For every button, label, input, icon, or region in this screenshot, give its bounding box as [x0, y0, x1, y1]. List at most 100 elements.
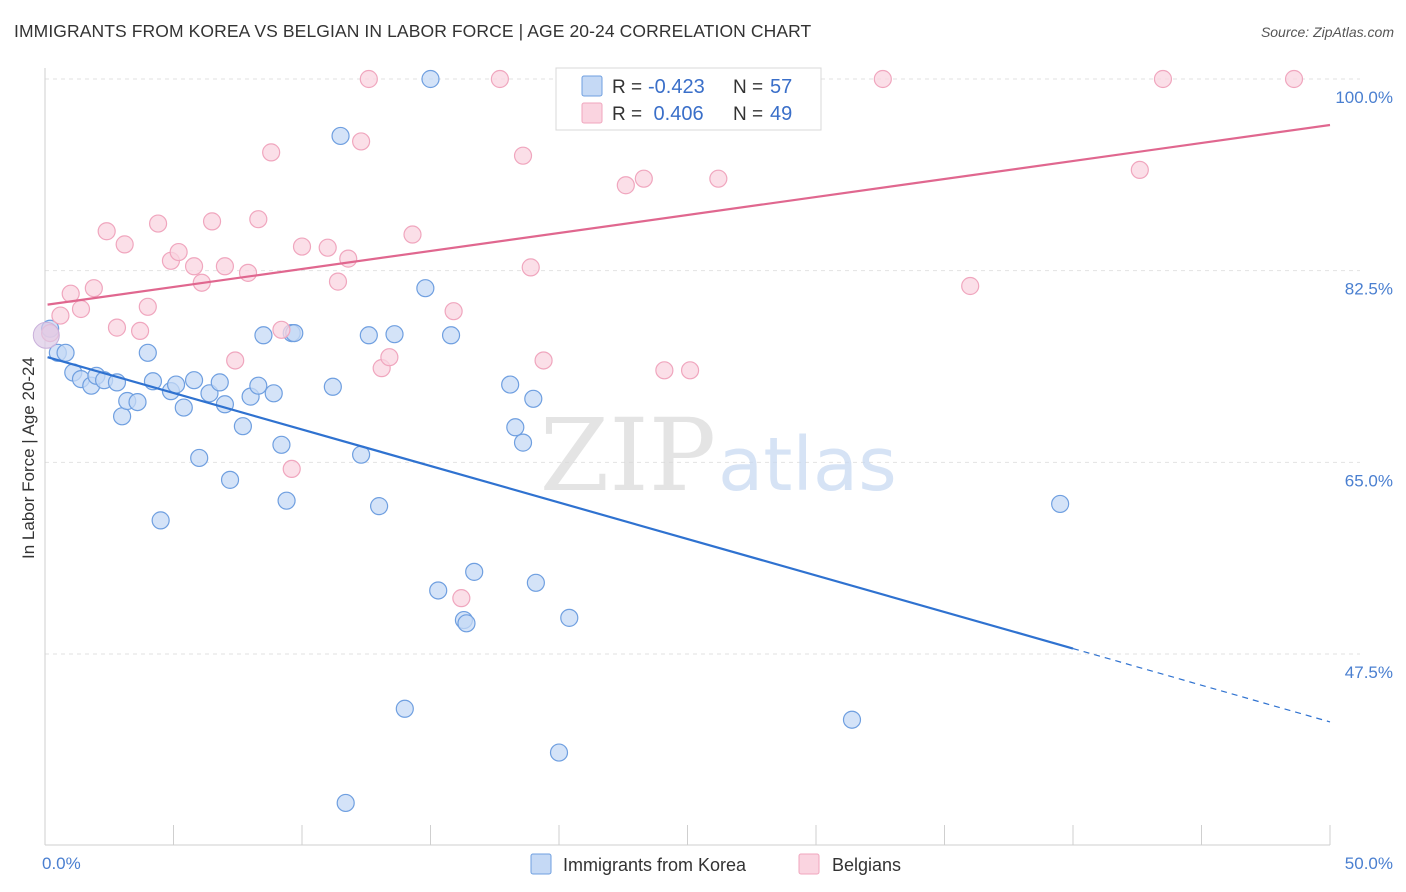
x-tick-label: 50.0%	[1345, 854, 1393, 873]
data-point	[71, 299, 91, 319]
data-point	[416, 279, 435, 298]
legend: Immigrants from Korea Belgians	[530, 853, 901, 875]
data-point	[128, 392, 147, 412]
series-korea-points	[41, 69, 1070, 813]
data-point	[210, 373, 229, 392]
source-label: Source: ZipAtlas.com	[1260, 24, 1394, 40]
data-point	[873, 69, 892, 89]
data-point	[534, 351, 553, 370]
legend-label-korea: Immigrants from Korea	[563, 855, 747, 875]
data-point	[560, 608, 579, 627]
data-point	[380, 348, 399, 367]
data-point	[174, 398, 193, 417]
stats-r-value: -0.423	[648, 76, 705, 98]
axes	[44, 68, 1331, 846]
x-tick-label: 0.0%	[42, 854, 81, 873]
data-point	[112, 407, 132, 426]
data-point	[151, 511, 170, 530]
data-point	[184, 371, 204, 390]
data-point	[506, 418, 525, 437]
y-axis-label: In Labor Force | Age 20-24	[19, 357, 38, 559]
stats-n-label: N =	[733, 104, 763, 125]
data-point	[254, 326, 273, 345]
data-point	[32, 321, 60, 349]
data-point	[166, 375, 186, 394]
data-point	[680, 361, 700, 380]
data-point	[215, 257, 234, 276]
data-point	[421, 69, 440, 89]
data-point	[292, 237, 312, 256]
data-point	[97, 222, 116, 241]
data-point	[272, 320, 291, 339]
data-point	[328, 272, 348, 291]
grid-lines	[45, 78, 1360, 655]
legend-swatch-belgians	[798, 853, 820, 875]
data-point	[441, 326, 461, 345]
data-point	[249, 210, 268, 229]
data-point	[549, 743, 569, 762]
chart-title: IMMIGRANTS FROM KOREA VS BELGIAN IN LABO…	[14, 21, 812, 41]
data-point	[1284, 69, 1304, 89]
data-point	[272, 435, 291, 454]
data-point	[169, 242, 188, 262]
data-point	[490, 69, 509, 89]
stats-swatch-korea	[581, 75, 603, 97]
data-point	[457, 614, 476, 633]
data-point	[961, 276, 980, 296]
trend-line-belgians	[47, 123, 1331, 306]
trend-line-korea-extension	[1072, 647, 1331, 723]
data-point	[521, 258, 540, 277]
watermark-atlas: atlas	[718, 422, 897, 508]
data-point	[138, 343, 157, 362]
data-point	[282, 459, 301, 479]
data-point	[190, 448, 209, 468]
data-point	[318, 238, 337, 257]
data-point	[513, 146, 533, 165]
data-point	[220, 470, 240, 489]
y-tick-label: 65.0%	[1345, 471, 1393, 490]
data-point	[634, 169, 653, 188]
data-point	[184, 257, 204, 276]
stats-r-value: 0.406	[648, 103, 704, 125]
data-point	[709, 169, 728, 188]
stats-swatch-belgians	[581, 102, 603, 124]
data-point	[323, 377, 342, 396]
stats-n-value: 49	[770, 103, 792, 125]
y-tick-label: 47.5%	[1345, 663, 1393, 682]
data-point	[429, 581, 448, 600]
y-tick-label: 100.0%	[1335, 88, 1393, 107]
data-point	[226, 351, 245, 370]
stats-r-label: R =	[612, 104, 642, 125]
series-belgians-points	[32, 69, 1304, 608]
data-point	[264, 384, 283, 403]
data-point	[84, 279, 103, 298]
data-point	[403, 225, 422, 244]
data-point	[465, 562, 484, 581]
data-point	[359, 69, 378, 89]
data-point	[238, 263, 258, 282]
trend-line-korea	[47, 356, 1074, 650]
legend-swatch-korea	[530, 853, 552, 875]
data-point	[513, 433, 533, 452]
data-point	[339, 249, 358, 268]
data-point	[1153, 69, 1173, 89]
stats-box: R = -0.423 N = 57 R = 0.406 N = 49	[555, 67, 822, 131]
data-point	[130, 321, 150, 341]
data-point	[352, 132, 371, 151]
stats-n-value: 57	[770, 76, 792, 98]
data-point	[56, 343, 75, 362]
data-point	[233, 417, 252, 436]
watermark-zip: ZIP	[540, 397, 716, 514]
data-point	[336, 793, 355, 813]
data-point	[385, 325, 404, 344]
data-point	[1130, 160, 1149, 180]
data-point	[526, 573, 545, 592]
data-point	[262, 143, 281, 162]
data-point	[1051, 494, 1070, 514]
data-point	[452, 589, 471, 608]
data-point	[138, 297, 157, 316]
data-point	[202, 212, 222, 231]
data-point	[501, 375, 520, 394]
data-point	[842, 710, 862, 729]
